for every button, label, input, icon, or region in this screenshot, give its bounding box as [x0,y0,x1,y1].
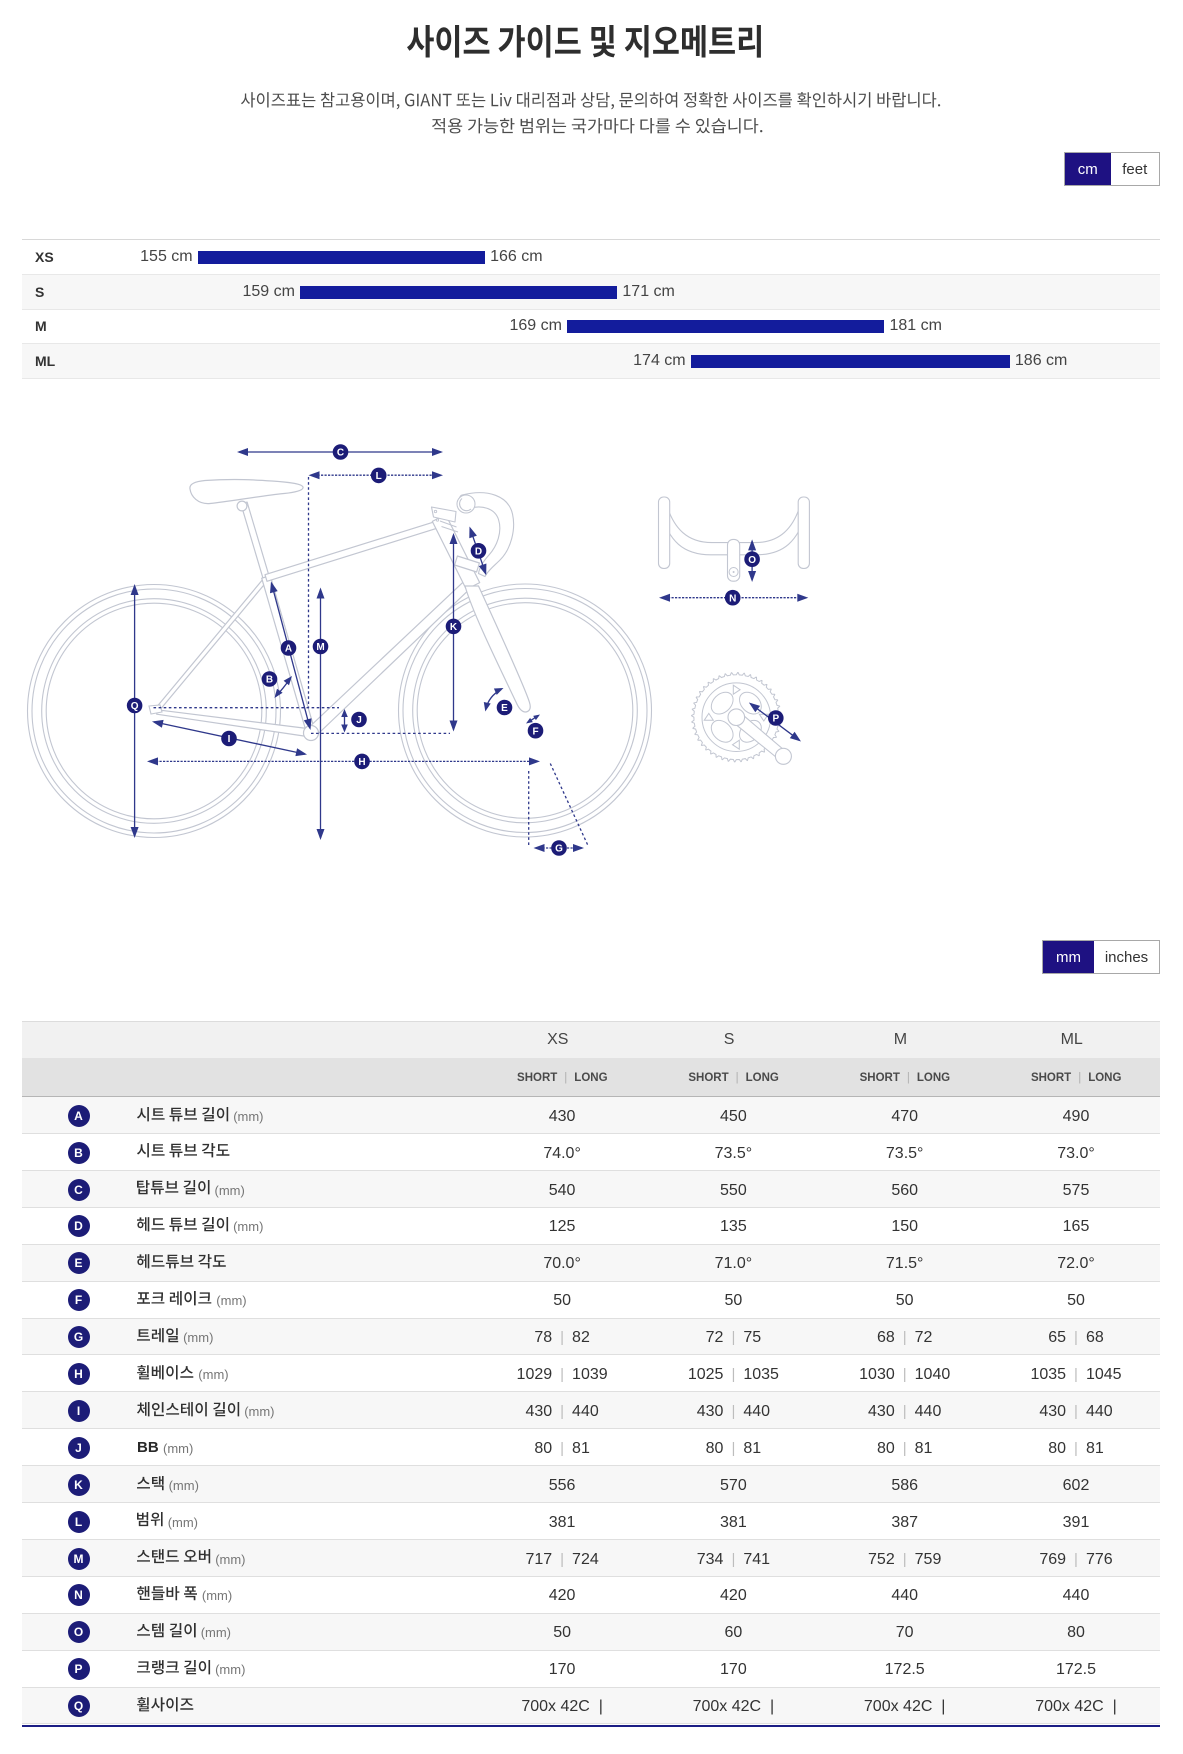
svg-text:N: N [729,593,736,604]
svg-text:B: B [266,675,273,686]
svg-text:A: A [285,644,292,655]
svg-text:O: O [748,555,756,566]
svg-text:F: F [532,726,538,737]
svg-text:M: M [316,642,324,653]
svg-text:K: K [450,622,458,633]
svg-text:P: P [772,714,779,725]
svg-text:G: G [555,844,563,855]
svg-text:Q: Q [131,701,139,712]
svg-text:E: E [501,703,508,714]
svg-text:H: H [358,757,365,768]
svg-text:D: D [475,546,482,557]
svg-text:C: C [337,448,344,459]
svg-text:I: I [228,734,231,745]
svg-text:J: J [356,715,362,726]
svg-text:L: L [376,471,382,482]
